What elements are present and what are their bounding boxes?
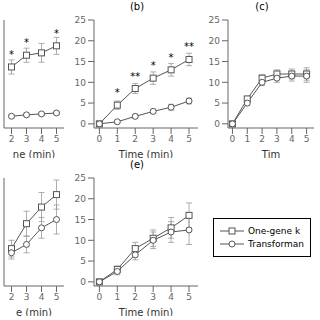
svg-text:3: 3 <box>274 134 280 144</box>
svg-text:3: 3 <box>24 292 30 302</box>
svg-text:3: 3 <box>150 134 156 144</box>
svg-text:*: * <box>54 28 59 39</box>
svg-text:4: 4 <box>39 134 45 144</box>
svg-text:Time (min): Time (min) <box>118 149 173 158</box>
svg-text:2: 2 <box>9 134 15 144</box>
svg-text:2: 2 <box>132 134 138 144</box>
svg-text:25: 25 <box>209 15 220 25</box>
svg-text:10: 10 <box>75 236 87 246</box>
svg-text:4: 4 <box>168 292 174 302</box>
svg-text:15: 15 <box>209 57 220 67</box>
svg-text:0: 0 <box>80 119 86 129</box>
svg-text:*: * <box>151 60 156 71</box>
svg-text:3: 3 <box>24 134 30 144</box>
svg-text:*: * <box>169 52 174 63</box>
svg-text:3: 3 <box>150 292 156 302</box>
svg-text:20: 20 <box>209 36 221 46</box>
svg-text:0: 0 <box>80 277 86 287</box>
svg-text:10: 10 <box>209 78 221 88</box>
svg-text:15: 15 <box>75 215 86 225</box>
svg-text:5: 5 <box>54 134 60 144</box>
svg-text:2: 2 <box>132 292 138 302</box>
svg-text:ne (min): ne (min) <box>13 149 55 158</box>
svg-text:*: * <box>9 49 14 60</box>
svg-text:Tim: Tim <box>261 149 280 158</box>
html-text:One-gene k: One-gene k <box>248 225 301 236</box>
html-text:(c): (c) <box>255 1 269 12</box>
svg-text:0: 0 <box>214 119 220 129</box>
svg-text:Time (min): Time (min) <box>118 307 173 316</box>
svg-text:*: * <box>24 37 29 48</box>
svg-text:5: 5 <box>80 256 86 266</box>
svg-text:5: 5 <box>214 98 220 108</box>
svg-text:2: 2 <box>259 134 265 144</box>
svg-text:0: 0 <box>97 134 103 144</box>
html-text:(e): (e) <box>130 159 144 170</box>
html-text:Transforman: Transforman <box>248 238 304 249</box>
svg-text:0: 0 <box>97 292 103 302</box>
svg-text:5: 5 <box>80 98 86 108</box>
svg-text:0: 0 <box>230 134 236 144</box>
svg-text:15: 15 <box>75 57 86 67</box>
svg-text:10: 10 <box>75 78 87 88</box>
svg-text:4: 4 <box>39 292 45 302</box>
svg-text:25: 25 <box>75 15 86 25</box>
svg-text:1: 1 <box>244 134 250 144</box>
svg-text:20: 20 <box>75 36 87 46</box>
svg-text:5: 5 <box>54 292 60 302</box>
svg-text:**: ** <box>130 71 140 82</box>
html-text:(b): (b) <box>129 1 145 12</box>
svg-text:20: 20 <box>75 194 87 204</box>
svg-text:**: ** <box>184 41 194 52</box>
svg-text:5: 5 <box>186 292 192 302</box>
svg-text:1: 1 <box>114 134 120 144</box>
svg-text:4: 4 <box>168 134 174 144</box>
svg-text:*: * <box>115 87 120 98</box>
svg-text:5: 5 <box>304 134 310 144</box>
svg-text:2: 2 <box>9 292 15 302</box>
svg-text:1: 1 <box>114 292 120 302</box>
svg-text:e (min): e (min) <box>16 307 52 316</box>
svg-text:5: 5 <box>186 134 192 144</box>
svg-text:4: 4 <box>289 134 295 144</box>
svg-text:25: 25 <box>75 173 86 183</box>
